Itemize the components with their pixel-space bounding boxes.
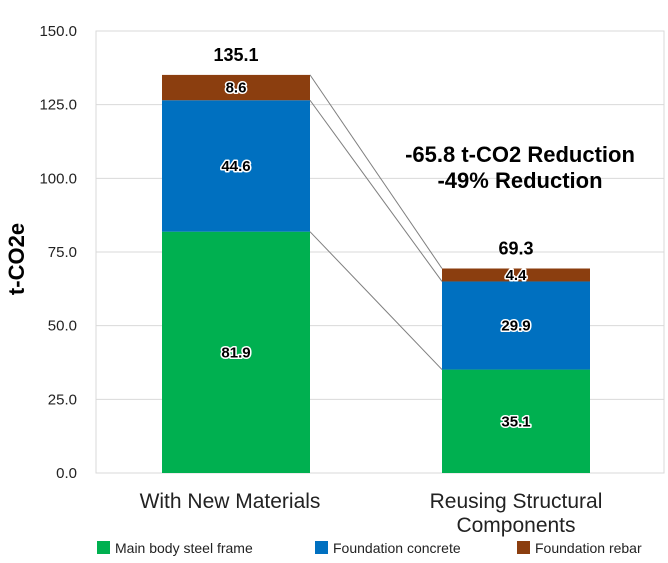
connector-line <box>309 74 443 269</box>
bar-totals: 135.1 69.3 <box>213 45 533 259</box>
segment-labels: 81.9 44.6 8.6 35.1 29.9 4.4 <box>220 78 532 432</box>
legend-label: Foundation rebar <box>535 540 642 556</box>
bar-segment <box>162 231 310 473</box>
y-tick-label: 25.0 <box>48 391 77 408</box>
y-tick-label: 0.0 <box>56 465 77 482</box>
y-tick-label: 150.0 <box>39 23 77 40</box>
segment-value-label: 8.6 <box>226 80 247 97</box>
bar-segment <box>162 100 310 232</box>
segment-value-label: 29.9 <box>501 318 530 335</box>
legend: Main body steel frame Foundation concrete… <box>97 540 642 556</box>
reduction-annotation: -65.8 t-CO2 Reduction <box>405 142 635 167</box>
bar-total-label: 135.1 <box>213 45 258 65</box>
connector-line <box>309 231 443 370</box>
connector-lines <box>309 74 443 370</box>
segment-value-label: 81.9 <box>221 344 250 361</box>
y-tick-label: 50.0 <box>48 318 77 335</box>
segment-value-label: 44.6 <box>221 158 250 175</box>
legend-label: Foundation concrete <box>333 540 461 556</box>
y-tick-label: 125.0 <box>39 97 77 114</box>
segment-value-label: 35.1 <box>501 413 530 430</box>
x-category-label: Reusing Structural Components <box>430 490 603 537</box>
legend-swatch <box>97 541 110 554</box>
bar-segment <box>162 74 310 101</box>
legend-swatch <box>315 541 328 554</box>
legend-label: Main body steel frame <box>115 540 253 556</box>
y-tick-label: 75.0 <box>48 244 77 261</box>
y-axis-label: t-CO2e <box>4 223 29 295</box>
reduction-percent-annotation: -49% Reduction <box>437 168 602 193</box>
bar-segment <box>442 281 590 370</box>
x-category-label: With New Materials <box>140 490 321 513</box>
x-axis-categories: With New Materials Reusing Structural Comp… <box>140 490 603 537</box>
bar-total-label: 69.3 <box>498 239 533 259</box>
bars <box>162 74 590 473</box>
bar-segment <box>442 369 590 473</box>
y-tick-label: 100.0 <box>39 170 77 187</box>
segment-value-label: 4.4 <box>506 267 528 284</box>
y-axis-ticks: 0.0 25.0 50.0 75.0 100.0 125.0 150.0 <box>39 23 77 482</box>
legend-swatch <box>517 541 530 554</box>
connector-line <box>309 99 443 282</box>
bar-segment <box>442 268 590 282</box>
